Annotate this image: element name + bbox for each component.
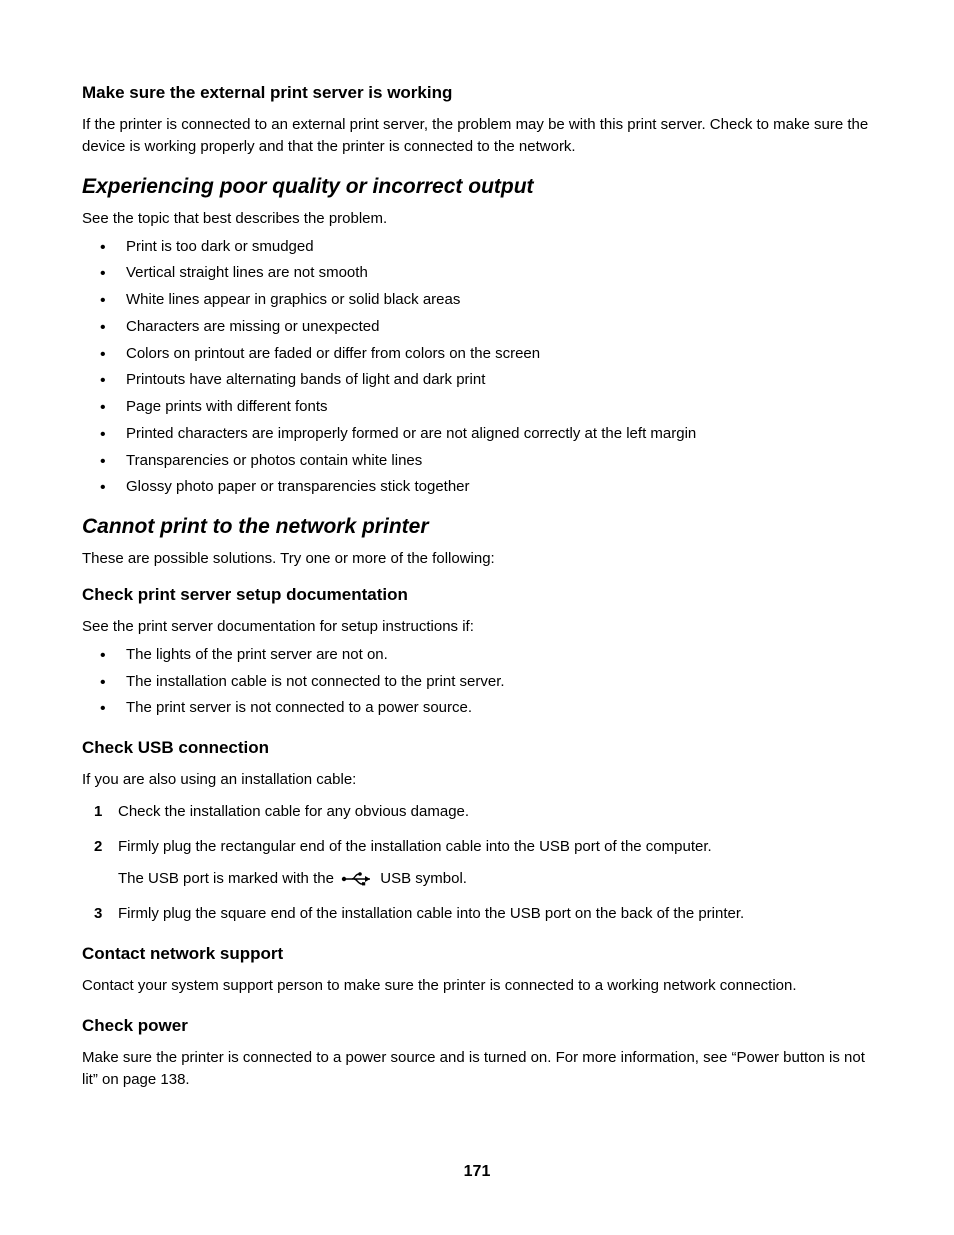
list-item: The print server is not connected to a p… [112,697,872,719]
list-item: White lines appear in graphics or solid … [112,289,872,311]
list-item: Glossy photo paper or transparencies sti… [112,476,872,498]
list-item: Vertical straight lines are not smooth [112,262,872,284]
step-item: Firmly plug the square end of the instal… [94,903,872,926]
page-content: Make sure the external print server is w… [0,0,954,1090]
list-item: Print is too dark or smudged [112,236,872,258]
list-print-server-docs: The lights of the print server are not o… [82,644,872,719]
para-external-print-server: If the printer is connected to an extern… [82,114,872,158]
list-item: Printed characters are improperly formed… [112,423,872,445]
heading-cannot-print-network: Cannot print to the network printer [82,514,872,540]
usb-text-post: USB symbol. [376,870,467,887]
heading-check-usb: Check USB connection [82,737,872,759]
intro-check-print-server-docs: See the print server documentation for s… [82,616,872,638]
steps-check-usb: Check the installation cable for any obv… [82,801,872,925]
heading-poor-quality: Experiencing poor quality or incorrect o… [82,174,872,200]
list-item: The installation cable is not connected … [112,671,872,693]
para-contact-support: Contact your system support person to ma… [82,975,872,997]
list-poor-quality: Print is too dark or smudged Vertical st… [82,236,872,499]
page-number: 171 [0,1163,954,1181]
step-sub-para: The USB port is marked with the USB symb… [118,868,872,891]
list-item: Page prints with different fonts [112,396,872,418]
para-check-power: Make sure the printer is connected to a … [82,1047,872,1091]
usb-icon [340,871,374,887]
step-item: Check the installation cable for any obv… [94,801,872,824]
list-item: Characters are missing or unexpected [112,316,872,338]
intro-poor-quality: See the topic that best describes the pr… [82,208,872,230]
heading-contact-support: Contact network support [82,943,872,965]
list-item: Transparencies or photos contain white l… [112,450,872,472]
list-item: The lights of the print server are not o… [112,644,872,666]
list-item: Colors on printout are faded or differ f… [112,343,872,365]
heading-external-print-server: Make sure the external print server is w… [82,82,872,104]
list-item: Printouts have alternating bands of ligh… [112,369,872,391]
heading-check-power: Check power [82,1015,872,1037]
heading-check-print-server-docs: Check print server setup documentation [82,584,872,606]
intro-cannot-print-network: These are possible solutions. Try one or… [82,548,872,570]
step-item: Firmly plug the rectangular end of the i… [94,836,872,891]
intro-check-usb: If you are also using an installation ca… [82,769,872,791]
usb-text-pre: The USB port is marked with the [118,870,338,887]
step-text: Firmly plug the rectangular end of the i… [118,838,712,855]
